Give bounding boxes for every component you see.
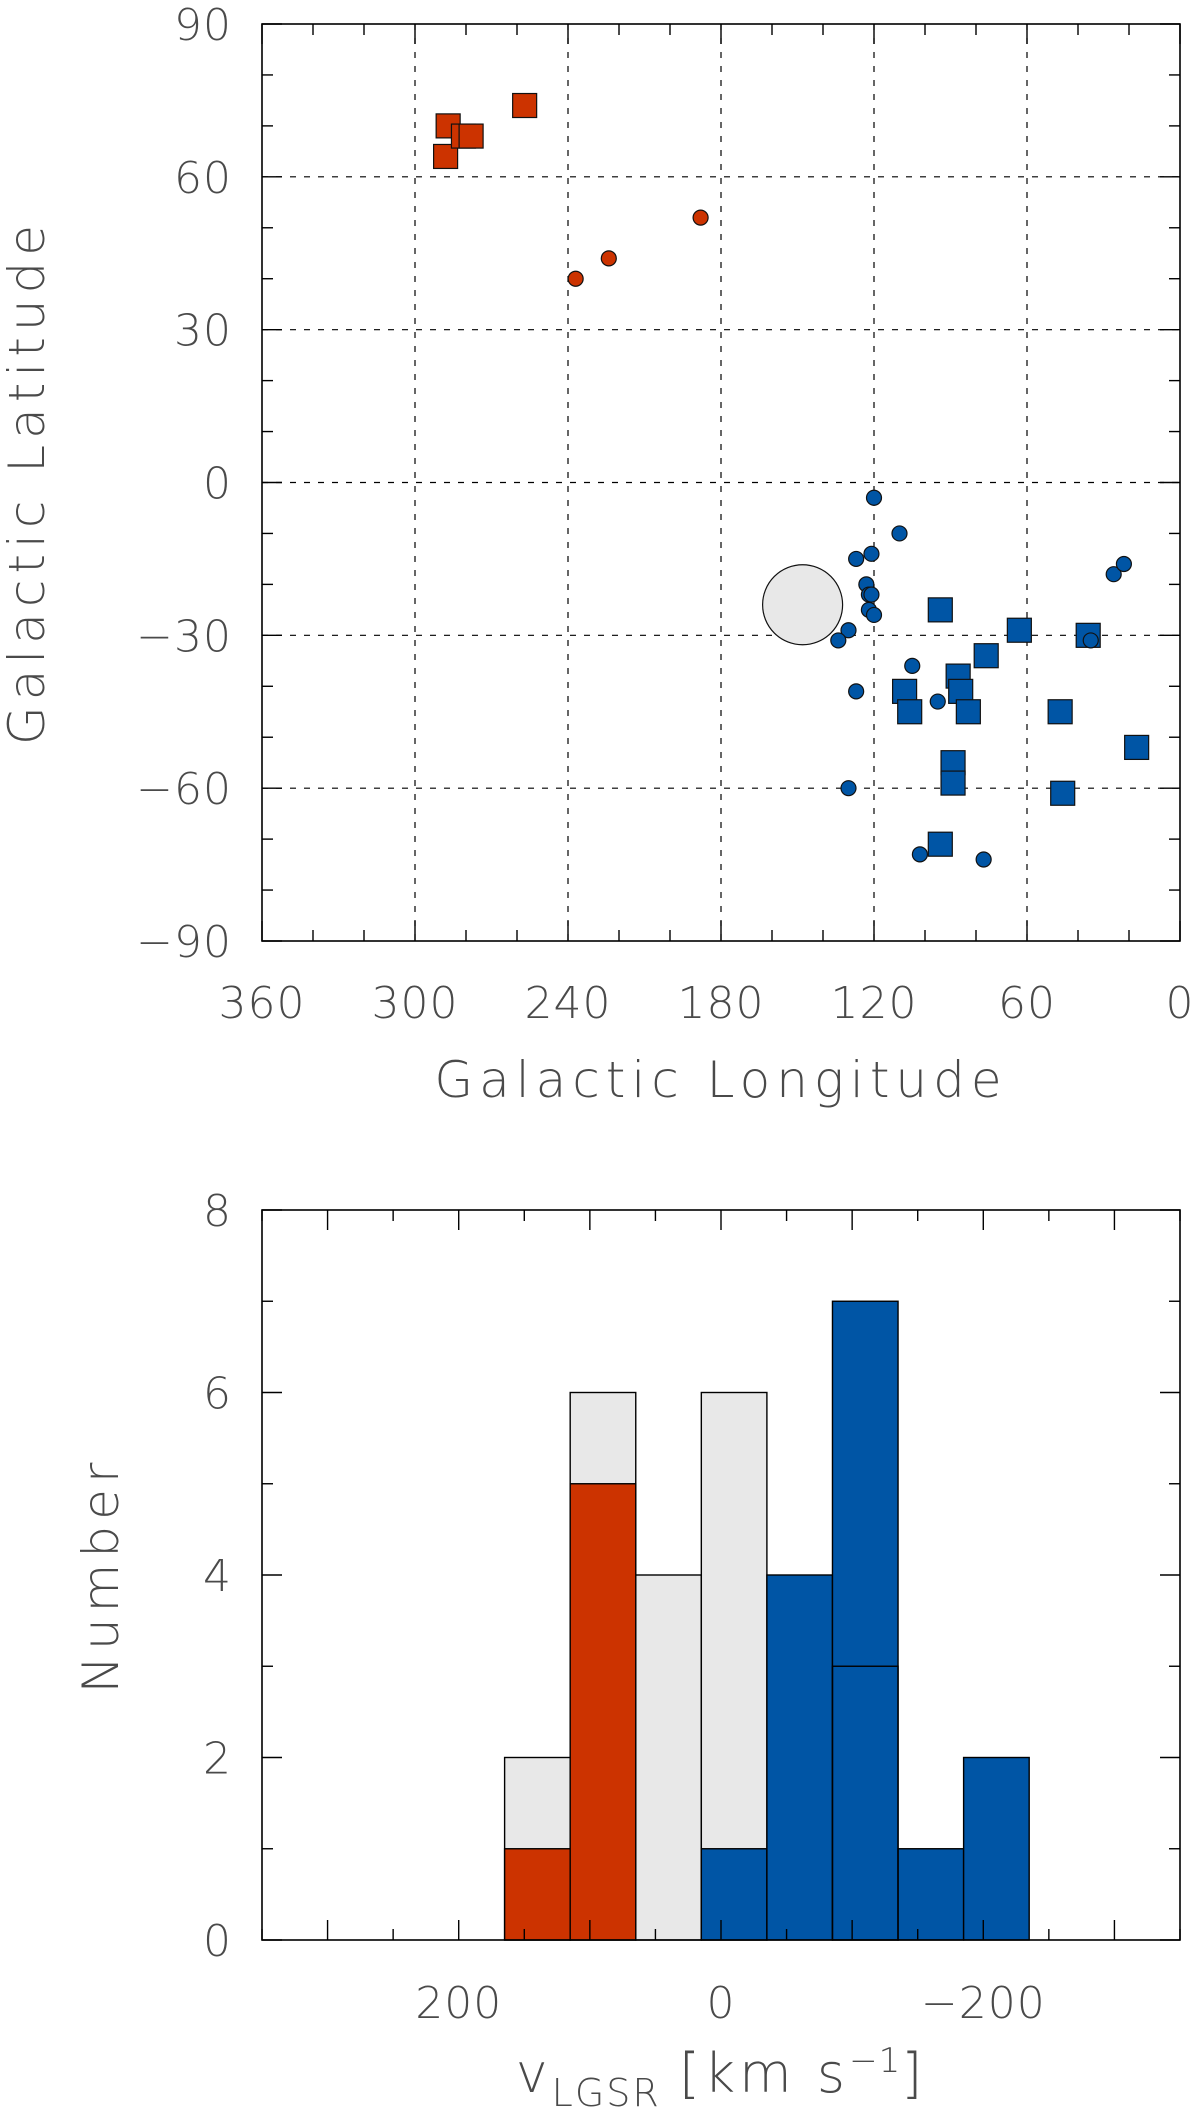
histogram-bar bbox=[569, 1483, 637, 1941]
data-point-square bbox=[955, 699, 981, 725]
sky-map-tick-labels: 360 300 240 180 120 60 0 −90 −60 −30 0 30 60 90 bbox=[136, 0, 1195, 1029]
sky-map-y-tick-label: 0 bbox=[203, 459, 232, 510]
sky-map-x-tick-label: 300 bbox=[372, 978, 459, 1029]
sky-map-x-tick-label: 180 bbox=[678, 978, 765, 1029]
sky-map-y-axis-label: Galactic Latitude bbox=[0, 219, 56, 745]
data-point-square bbox=[1050, 780, 1076, 806]
data-point-circle bbox=[865, 606, 883, 624]
data-point-circle bbox=[840, 780, 857, 797]
sky-map-y-tick-label: −30 bbox=[136, 611, 232, 662]
data-point-square bbox=[458, 123, 484, 149]
sky-map-frame bbox=[261, 23, 1181, 942]
data-point-circle bbox=[1082, 632, 1099, 649]
data-point-square bbox=[897, 699, 923, 725]
data-point-square bbox=[927, 597, 953, 623]
data-point-circle bbox=[1115, 555, 1133, 573]
data-point-circle bbox=[692, 209, 709, 226]
data-point-square bbox=[1124, 734, 1150, 761]
x-label-symbol: v bbox=[516, 2042, 552, 2105]
data-point-circle bbox=[840, 622, 857, 639]
data-point-circle bbox=[830, 632, 847, 649]
data-point-circle bbox=[865, 489, 883, 506]
data-point-circle bbox=[904, 657, 921, 675]
x-label-subscript: LGSR bbox=[552, 2071, 661, 2108]
data-point-circle bbox=[863, 545, 880, 562]
histogram-bar bbox=[897, 1848, 965, 1941]
histogram-x-tick-label: 200 bbox=[415, 1978, 502, 2029]
sky-map-y-tick-label: −60 bbox=[136, 764, 232, 815]
x-label-superscript: −1 bbox=[849, 2041, 901, 2081]
histogram-y-tick-label: 2 bbox=[203, 1734, 232, 1785]
sky-map-x-tick-label: 120 bbox=[831, 978, 918, 1029]
data-point-circle bbox=[848, 550, 865, 568]
histogram-y-tick-label: 6 bbox=[203, 1369, 232, 1420]
sky-map-x-tick-label: 360 bbox=[219, 978, 306, 1029]
sky-map-y-tick-label: 60 bbox=[174, 153, 232, 204]
histogram-bar bbox=[635, 1574, 703, 1941]
sky-map-panel: 360 300 240 180 120 60 0 −90 −60 −30 0 30 60 90 Galac… bbox=[0, 0, 1195, 1109]
histogram-bar bbox=[766, 1574, 834, 1941]
x-label-unit-close: ] bbox=[901, 2042, 926, 2105]
histogram-x-tick-label: −200 bbox=[921, 1978, 1046, 2029]
data-point-circle bbox=[600, 250, 617, 267]
sky-map-x-tick-label: 0 bbox=[1166, 978, 1195, 1029]
histogram-y-tick-label: 4 bbox=[203, 1551, 232, 1602]
histogram-bar bbox=[700, 1848, 768, 1941]
data-point-square bbox=[512, 92, 538, 119]
histogram-bar bbox=[831, 1300, 899, 1941]
histogram-y-tick-label: 0 bbox=[203, 1916, 232, 1967]
histogram-bar bbox=[503, 1848, 571, 1941]
histogram-bar bbox=[962, 1756, 1030, 1941]
sky-map-ticks bbox=[261, 23, 1181, 942]
histogram-y-axis-label: Number bbox=[72, 1457, 130, 1694]
data-point-circle bbox=[848, 683, 865, 700]
histogram-frame bbox=[261, 1209, 1181, 1941]
data-point-circle bbox=[567, 270, 584, 287]
data-point-circle bbox=[911, 846, 929, 863]
sky-map-x-tick-label: 60 bbox=[998, 978, 1056, 1029]
data-point-square bbox=[940, 770, 966, 796]
data-point-circle bbox=[1105, 566, 1122, 583]
histogram-y-tick-label: 8 bbox=[203, 1186, 232, 1237]
sky-map-y-tick-label: −90 bbox=[136, 917, 232, 968]
sky-map-grid bbox=[262, 24, 1180, 941]
sky-map-y-tick-label: 90 bbox=[174, 0, 232, 51]
data-point-circle bbox=[929, 693, 946, 710]
data-point-square bbox=[1047, 699, 1073, 725]
histogram-x-tick-label: 0 bbox=[707, 1978, 736, 2029]
sky-map-points bbox=[433, 92, 1150, 868]
data-point-square bbox=[927, 831, 953, 857]
histogram-tick-labels: 200 0 −200 0 2 4 6 8 bbox=[203, 1186, 1046, 2029]
histogram-x-axis-label: vLGSR [km s−1] bbox=[516, 2041, 927, 2108]
data-point-circle bbox=[891, 525, 908, 542]
x-label-unit: [km s bbox=[679, 2042, 849, 2105]
data-point-circle bbox=[975, 851, 992, 868]
data-point-square bbox=[1006, 617, 1032, 643]
sky-map-x-tick-label: 240 bbox=[525, 978, 612, 1029]
sky-map-y-tick-label: 30 bbox=[174, 306, 232, 357]
histogram-bars bbox=[503, 1300, 1030, 1941]
sky-map-x-axis-label: Galactic Longitude bbox=[434, 1051, 1007, 1109]
histogram-panel: 200 0 −200 0 2 4 6 8 vLGSR [km s−1] Number bbox=[72, 1186, 1181, 2112]
data-point-large-circle bbox=[761, 564, 844, 646]
data-point-square bbox=[973, 643, 999, 669]
data-point-circle bbox=[863, 586, 880, 603]
